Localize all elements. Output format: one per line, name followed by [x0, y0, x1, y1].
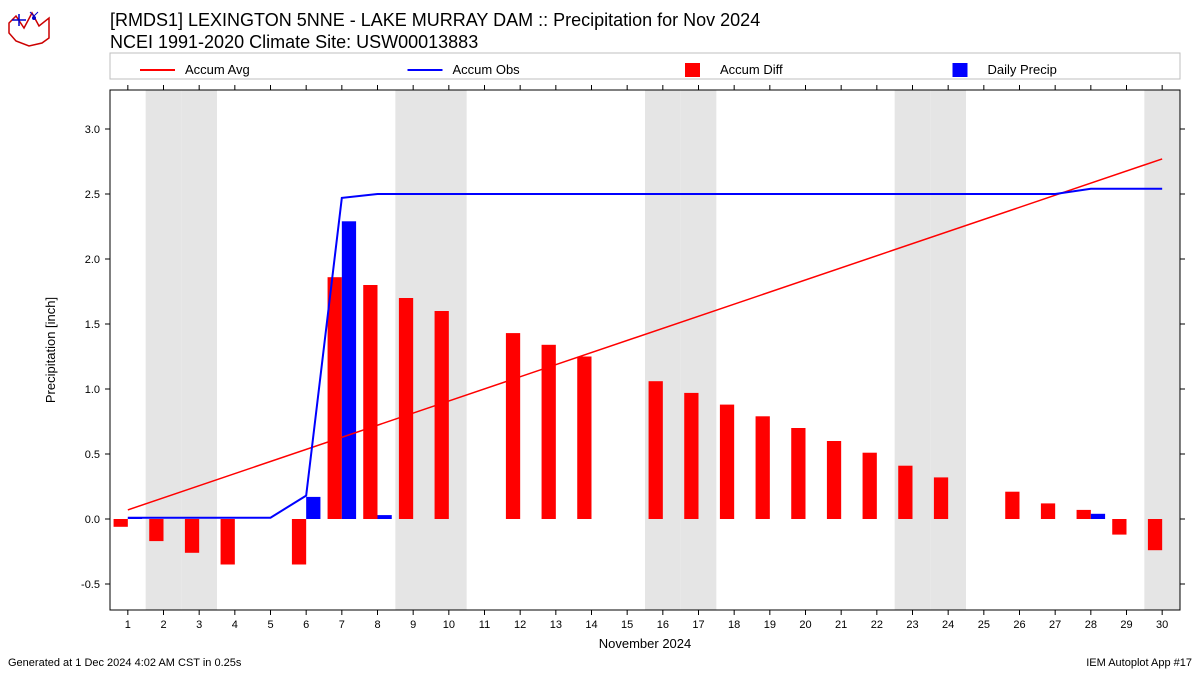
- svg-text:25: 25: [978, 619, 990, 631]
- svg-text:Accum Avg: Accum Avg: [185, 62, 250, 77]
- svg-text:29: 29: [1120, 619, 1132, 631]
- svg-text:2.0: 2.0: [85, 254, 100, 266]
- svg-text:16: 16: [657, 619, 669, 631]
- svg-text:1: 1: [125, 619, 131, 631]
- svg-text:7: 7: [339, 619, 345, 631]
- svg-text:0.5: 0.5: [85, 449, 100, 461]
- svg-text:2.5: 2.5: [85, 189, 100, 201]
- svg-text:Precipitation [inch]: Precipitation [inch]: [43, 297, 58, 403]
- svg-text:17: 17: [692, 619, 704, 631]
- svg-text:6: 6: [303, 619, 309, 631]
- svg-text:November 2024: November 2024: [599, 636, 692, 651]
- svg-text:-0.5: -0.5: [81, 579, 100, 591]
- svg-text:10: 10: [443, 619, 455, 631]
- svg-text:2: 2: [160, 619, 166, 631]
- svg-text:22: 22: [871, 619, 883, 631]
- svg-text:21: 21: [835, 619, 847, 631]
- svg-text:9: 9: [410, 619, 416, 631]
- svg-text:1.0: 1.0: [85, 384, 100, 396]
- svg-text:23: 23: [906, 619, 918, 631]
- svg-text:30: 30: [1156, 619, 1168, 631]
- chart-container: [RMDS1] LEXINGTON 5NNE - LAKE MURRAY DAM…: [0, 0, 1200, 675]
- svg-text:18: 18: [728, 619, 740, 631]
- svg-text:13: 13: [550, 619, 562, 631]
- footer-generated: Generated at 1 Dec 2024 4:02 AM CST in 0…: [8, 657, 241, 669]
- svg-text:11: 11: [479, 619, 490, 631]
- svg-text:15: 15: [621, 619, 633, 631]
- svg-text:Accum Diff: Accum Diff: [720, 62, 783, 77]
- svg-text:20: 20: [799, 619, 811, 631]
- svg-text:5: 5: [267, 619, 273, 631]
- svg-text:Accum Obs: Accum Obs: [453, 62, 521, 77]
- svg-text:27: 27: [1049, 619, 1061, 631]
- svg-text:24: 24: [942, 619, 954, 631]
- svg-text:3.0: 3.0: [85, 124, 100, 136]
- chart-svg: -0.50.00.51.01.52.02.53.0123456789101112…: [0, 0, 1200, 675]
- svg-text:28: 28: [1085, 619, 1097, 631]
- svg-text:14: 14: [585, 619, 597, 631]
- svg-text:26: 26: [1013, 619, 1025, 631]
- svg-text:4: 4: [232, 619, 238, 631]
- svg-text:1.5: 1.5: [85, 319, 100, 331]
- svg-text:Daily Precip: Daily Precip: [988, 62, 1057, 77]
- svg-text:8: 8: [374, 619, 380, 631]
- svg-text:0.0: 0.0: [85, 514, 100, 526]
- svg-text:19: 19: [764, 619, 776, 631]
- svg-text:3: 3: [196, 619, 202, 631]
- footer-app: IEM Autoplot App #17: [1086, 657, 1192, 669]
- svg-text:12: 12: [514, 619, 526, 631]
